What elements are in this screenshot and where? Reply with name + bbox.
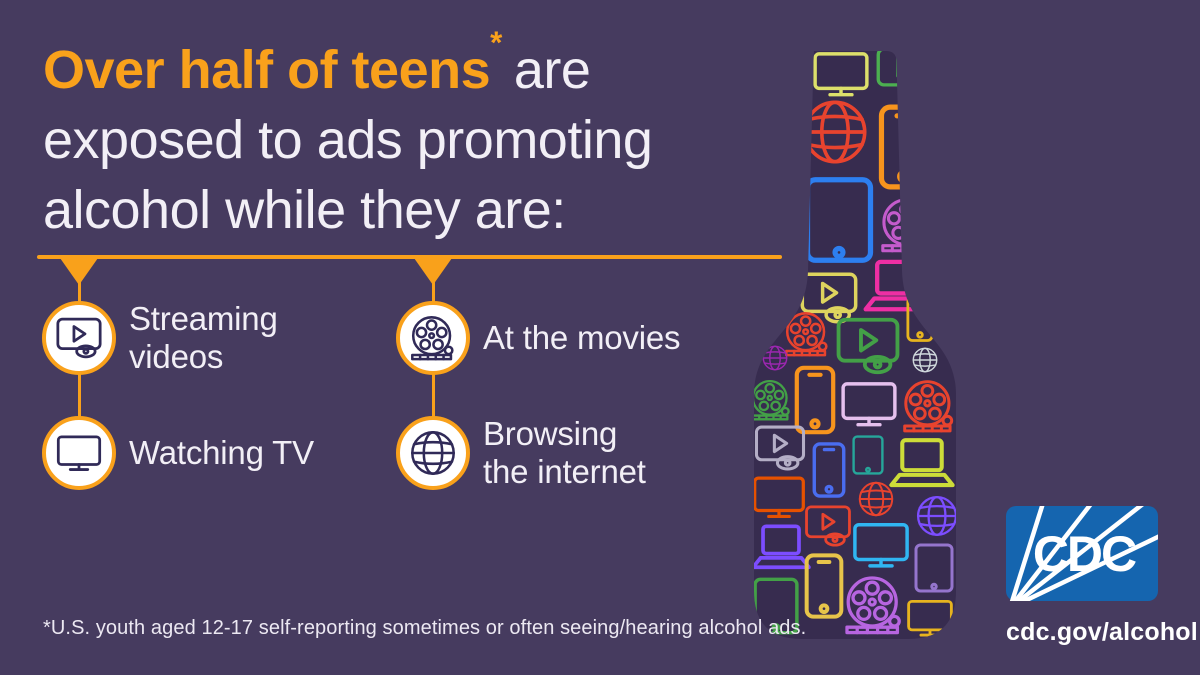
streaming-video-icon [42,301,116,375]
list-item-streaming-videos: Streaming videos [42,300,278,375]
bottle-graphic [754,51,956,639]
list-item-at-the-movies: At the movies [396,301,681,375]
pointer-triangle-icon [60,258,98,285]
connector-stem [432,373,435,420]
headline: Over half of teens* are exposed to ads pr… [43,24,773,245]
cdc-logo-text: CDC [1033,526,1136,582]
footnote-asterisk-marker: * [490,24,502,60]
globe-icon [396,416,470,490]
headline-suffix: are [513,40,591,100]
list-item-label: Browsing the internet [483,415,646,490]
pointer-triangle-icon [414,258,452,285]
headline-line3: alcohol while they are: [43,180,566,240]
divider-line [37,255,782,259]
list-item-watching-tv: Watching TV [42,416,314,490]
list-item-browsing-internet: Browsing the internet [396,415,646,490]
tv-icon [42,416,116,490]
list-item-label: At the movies [483,319,681,356]
cdc-url-link[interactable]: cdc.gov/alcohol [1006,618,1198,646]
list-item-label: Watching TV [129,434,314,471]
headline-emphasis: Over half of teens* [43,24,502,100]
footnote: *U.S. youth aged 12-17 self-reporting so… [43,617,807,639]
film-reel-icon [396,301,470,375]
connector-stem [78,373,81,420]
list-item-label: Streaming videos [129,300,278,375]
cdc-logo: CDC [1006,506,1158,601]
headline-line2: exposed to ads promoting [43,110,653,170]
